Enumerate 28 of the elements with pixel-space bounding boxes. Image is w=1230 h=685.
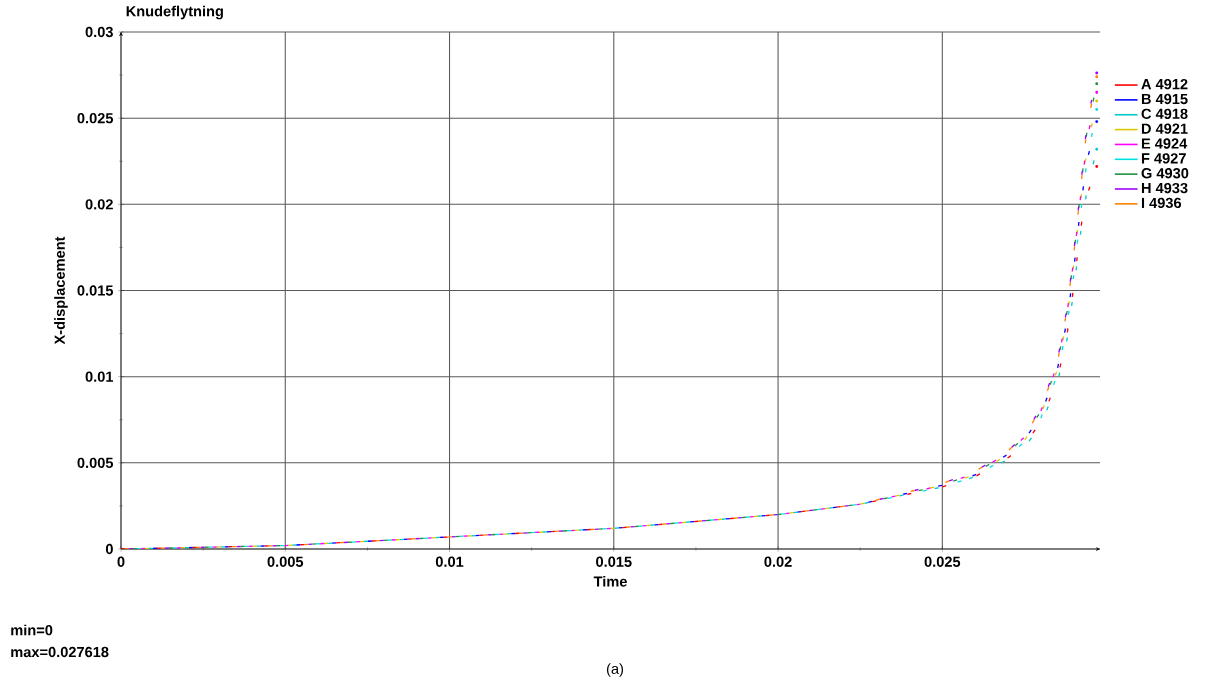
legend-label: B 4915 — [1141, 93, 1188, 105]
text: max=0.027618 — [11, 646, 109, 658]
legend-label: E 4924 — [1141, 138, 1188, 149]
legend-label: G 4930 — [1141, 168, 1189, 179]
y-tick-label: 0.015 — [77, 285, 114, 296]
x-tick-label: 0.02 — [764, 556, 792, 567]
legend-label: F 4927 — [1141, 153, 1186, 164]
legend-label: C 4918 — [1141, 108, 1188, 119]
legend-label: I 4936 — [1141, 197, 1182, 209]
x-tick-label: 0.01 — [435, 556, 464, 567]
y-tick-label: 0 — [105, 543, 113, 555]
legend-label: D 4921 — [1141, 123, 1188, 134]
y-tick-label: 0.02 — [85, 199, 113, 210]
y-tick-label: 0.005 — [77, 457, 114, 469]
legend-label: A 4912 — [1141, 78, 1188, 90]
x-tick-label: 0.005 — [267, 556, 304, 567]
legend-label: H 4933 — [1141, 182, 1188, 194]
y-tick-label: 0.03 — [85, 26, 113, 38]
y-axis-title: X-displacement — [54, 236, 68, 345]
x-tick-label: 0.015 — [596, 556, 632, 567]
x-tick-label: 0.025 — [924, 556, 961, 567]
y-tick-label: 0.025 — [77, 113, 114, 124]
text: (a) — [606, 663, 624, 677]
y-tick-label: 0.01 — [85, 371, 114, 382]
x-axis-title: Time — [593, 576, 627, 587]
text: min=0 — [11, 624, 53, 636]
x-tick-label: 0 — [117, 556, 125, 567]
chart-title: Knudeflytning — [126, 5, 223, 20]
